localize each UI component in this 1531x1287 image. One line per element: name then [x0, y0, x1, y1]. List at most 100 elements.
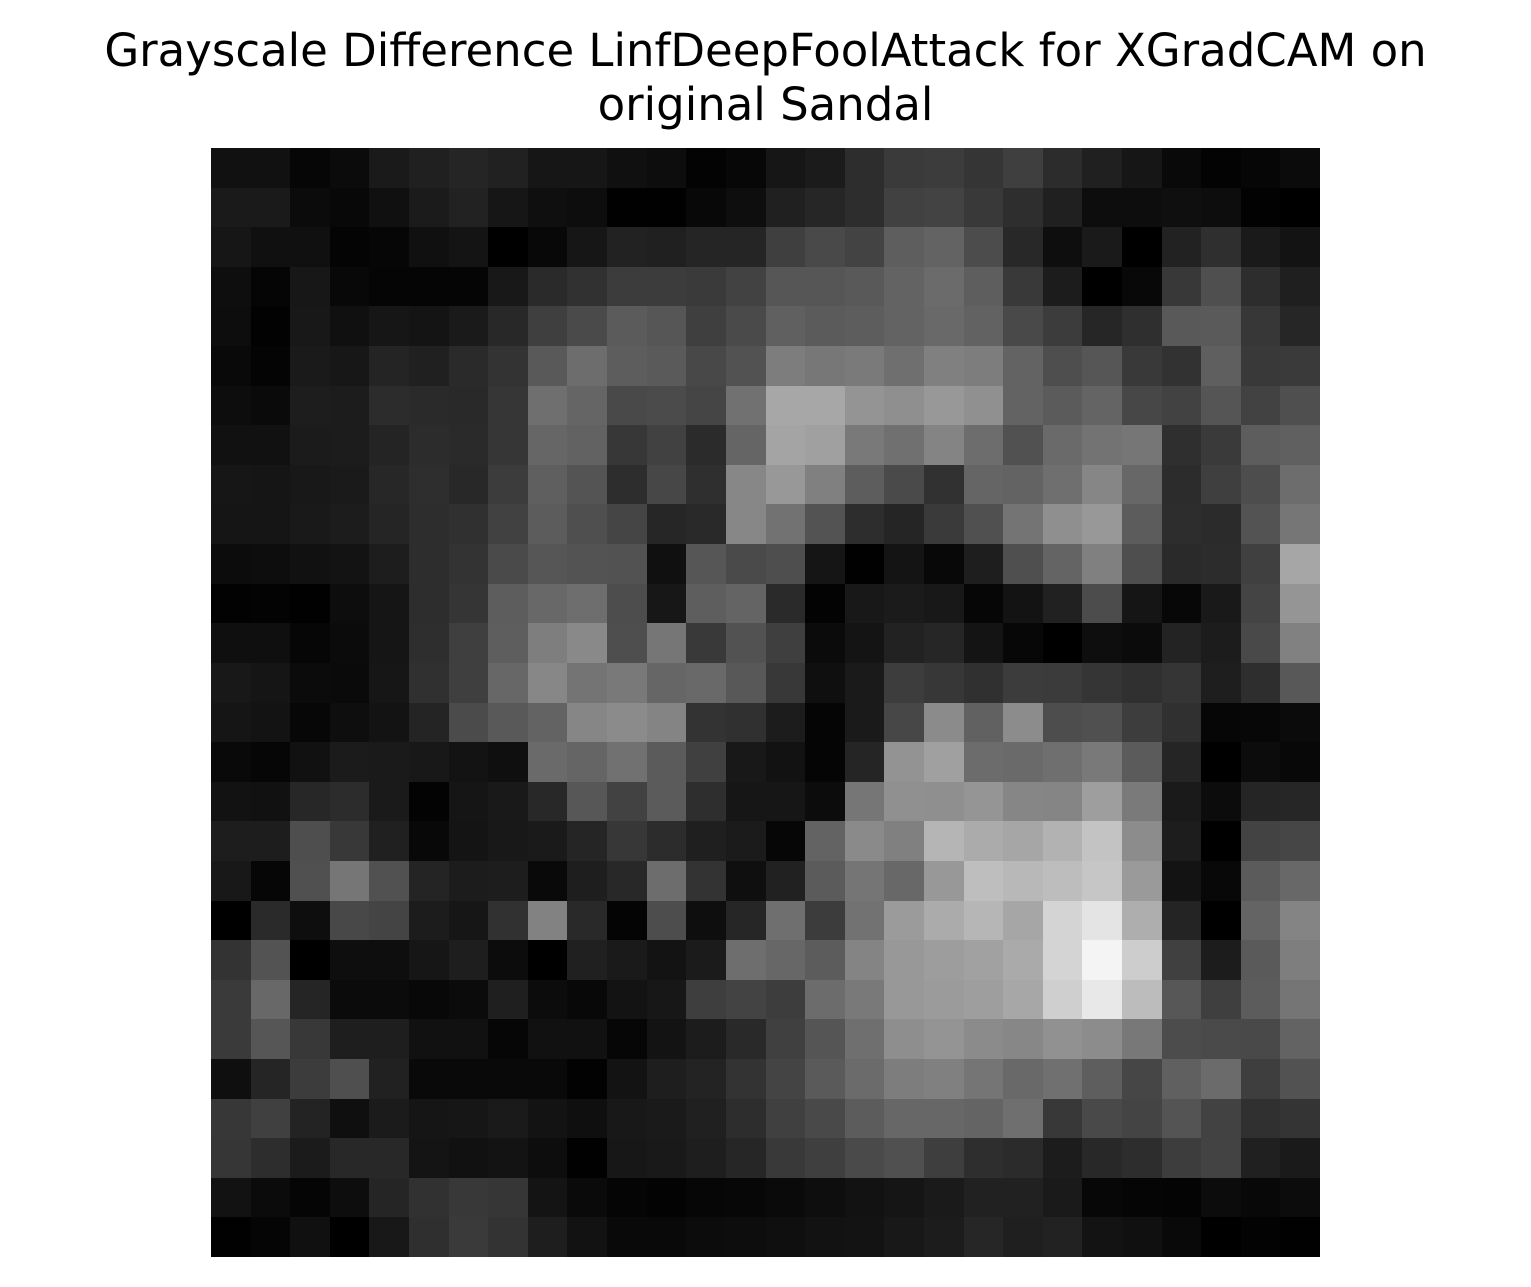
- heatmap-cell-r15-c17: [884, 742, 924, 782]
- heatmap-cell-r17-c3: [330, 821, 369, 861]
- heatmap-cell-r9-c9: [567, 504, 607, 544]
- heatmap-cell-r3-c11: [647, 267, 686, 306]
- heatmap-cell-r12-c0: [211, 623, 251, 663]
- heatmap-cell-r10-c0: [211, 544, 251, 584]
- heatmap-cell-r10-c27: [1280, 544, 1320, 584]
- heatmap-cell-r25-c16: [845, 1138, 884, 1178]
- heatmap-cell-r16-c27: [1280, 782, 1320, 821]
- heatmap-cell-r24-c20: [1003, 1099, 1043, 1138]
- heatmap-cell-r19-c8: [528, 901, 567, 940]
- heatmap-cell-r26-c14: [766, 1178, 805, 1217]
- heatmap-cell-r1-c0: [211, 188, 251, 227]
- heatmap-cell-r14-c8: [528, 703, 567, 742]
- heatmap-cell-r21-c6: [449, 980, 488, 1019]
- heatmap-cell-r9-c12: [686, 504, 726, 544]
- heatmap-cell-r9-c16: [845, 504, 884, 544]
- heatmap-cell-r5-c26: [1241, 346, 1280, 386]
- heatmap-cell-r0-c9: [567, 148, 607, 188]
- heatmap-cell-r3-c3: [330, 267, 369, 306]
- heatmap-cell-r8-c26: [1241, 465, 1280, 504]
- heatmap-cell-r7-c22: [1082, 425, 1122, 465]
- heatmap-cell-r18-c5: [409, 861, 449, 901]
- heatmap-cell-r6-c20: [1003, 386, 1043, 425]
- heatmap-cell-r10-c17: [884, 544, 924, 584]
- heatmap-cell-r15-c18: [924, 742, 964, 782]
- heatmap-cell-r6-c8: [528, 386, 567, 425]
- heatmap-cell-r25-c6: [449, 1138, 488, 1178]
- heatmap-cell-r15-c19: [964, 742, 1003, 782]
- heatmap-cell-r6-c0: [211, 386, 251, 425]
- heatmap-cell-r7-c15: [805, 425, 845, 465]
- heatmap-cell-r13-c20: [1003, 663, 1043, 703]
- heatmap-cell-r4-c5: [409, 306, 449, 346]
- heatmap-cell-r21-c10: [607, 980, 647, 1019]
- heatmap-cell-r4-c24: [1162, 306, 1201, 346]
- heatmap-cell-r9-c26: [1241, 504, 1280, 544]
- heatmap-cell-r13-c17: [884, 663, 924, 703]
- heatmap-cell-r21-c14: [766, 980, 805, 1019]
- heatmap-cell-r0-c18: [924, 148, 964, 188]
- heatmap-cell-r16-c13: [726, 782, 766, 821]
- heatmap-cell-r10-c21: [1043, 544, 1082, 584]
- heatmap-cell-r4-c4: [369, 306, 409, 346]
- heatmap-cell-r17-c18: [924, 821, 964, 861]
- heatmap-cell-r19-c20: [1003, 901, 1043, 940]
- heatmap-cell-r18-c10: [607, 861, 647, 901]
- heatmap-cell-r22-c10: [607, 1019, 647, 1059]
- heatmap-cell-r26-c22: [1082, 1178, 1122, 1217]
- heatmap-cell-r20-c17: [884, 940, 924, 980]
- heatmap-cell-r2-c25: [1201, 227, 1241, 267]
- heatmap-cell-r19-c19: [964, 901, 1003, 940]
- heatmap-cell-r14-c22: [1082, 703, 1122, 742]
- heatmap-cell-r0-c12: [686, 148, 726, 188]
- heatmap-cell-r18-c22: [1082, 861, 1122, 901]
- heatmap-cell-r9-c0: [211, 504, 251, 544]
- heatmap-cell-r9-c11: [647, 504, 686, 544]
- heatmap-cell-r2-c17: [884, 227, 924, 267]
- heatmap-cell-r1-c16: [845, 188, 884, 227]
- heatmap-cell-r4-c26: [1241, 306, 1280, 346]
- heatmap-cell-r23-c3: [330, 1059, 369, 1099]
- heatmap-cell-r25-c15: [805, 1138, 845, 1178]
- heatmap-cell-r12-c5: [409, 623, 449, 663]
- heatmap-cell-r12-c20: [1003, 623, 1043, 663]
- heatmap-cell-r14-c27: [1280, 703, 1320, 742]
- heatmap-cell-r25-c2: [290, 1138, 330, 1178]
- heatmap-cell-r11-c8: [528, 584, 567, 623]
- heatmap-cell-r25-c27: [1280, 1138, 1320, 1178]
- heatmap-cell-r11-c11: [647, 584, 686, 623]
- heatmap-cell-r12-c25: [1201, 623, 1241, 663]
- heatmap-cell-r14-c14: [766, 703, 805, 742]
- heatmap-cell-r22-c5: [409, 1019, 449, 1059]
- heatmap-cell-r17-c22: [1082, 821, 1122, 861]
- heatmap-cell-r19-c21: [1043, 901, 1082, 940]
- heatmap-cell-r18-c25: [1201, 861, 1241, 901]
- heatmap-cell-r24-c3: [330, 1099, 369, 1138]
- heatmap-cell-r0-c14: [766, 148, 805, 188]
- heatmap-cell-r15-c3: [330, 742, 369, 782]
- heatmap-cell-r26-c13: [726, 1178, 766, 1217]
- heatmap-cell-r8-c12: [686, 465, 726, 504]
- heatmap-cell-r21-c4: [369, 980, 409, 1019]
- heatmap-cell-r21-c9: [567, 980, 607, 1019]
- heatmap-cell-r14-c4: [369, 703, 409, 742]
- heatmap-cell-r4-c3: [330, 306, 369, 346]
- heatmap-cell-r0-c4: [369, 148, 409, 188]
- heatmap-cell-r26-c9: [567, 1178, 607, 1217]
- heatmap-cell-r25-c5: [409, 1138, 449, 1178]
- heatmap-cell-r5-c27: [1280, 346, 1320, 386]
- heatmap-cell-r11-c2: [290, 584, 330, 623]
- heatmap-cell-r10-c12: [686, 544, 726, 584]
- heatmap-cell-r6-c13: [726, 386, 766, 425]
- heatmap-cell-r8-c14: [766, 465, 805, 504]
- heatmap-cell-r11-c16: [845, 584, 884, 623]
- heatmap-cell-r22-c1: [251, 1019, 290, 1059]
- heatmap-cell-r15-c20: [1003, 742, 1043, 782]
- heatmap-cell-r15-c9: [567, 742, 607, 782]
- heatmap-cell-r6-c27: [1280, 386, 1320, 425]
- heatmap-cell-r7-c4: [369, 425, 409, 465]
- heatmap-cell-r18-c12: [686, 861, 726, 901]
- heatmap-cell-r27-c7: [488, 1217, 528, 1257]
- heatmap-cell-r18-c14: [766, 861, 805, 901]
- heatmap-cell-r7-c10: [607, 425, 647, 465]
